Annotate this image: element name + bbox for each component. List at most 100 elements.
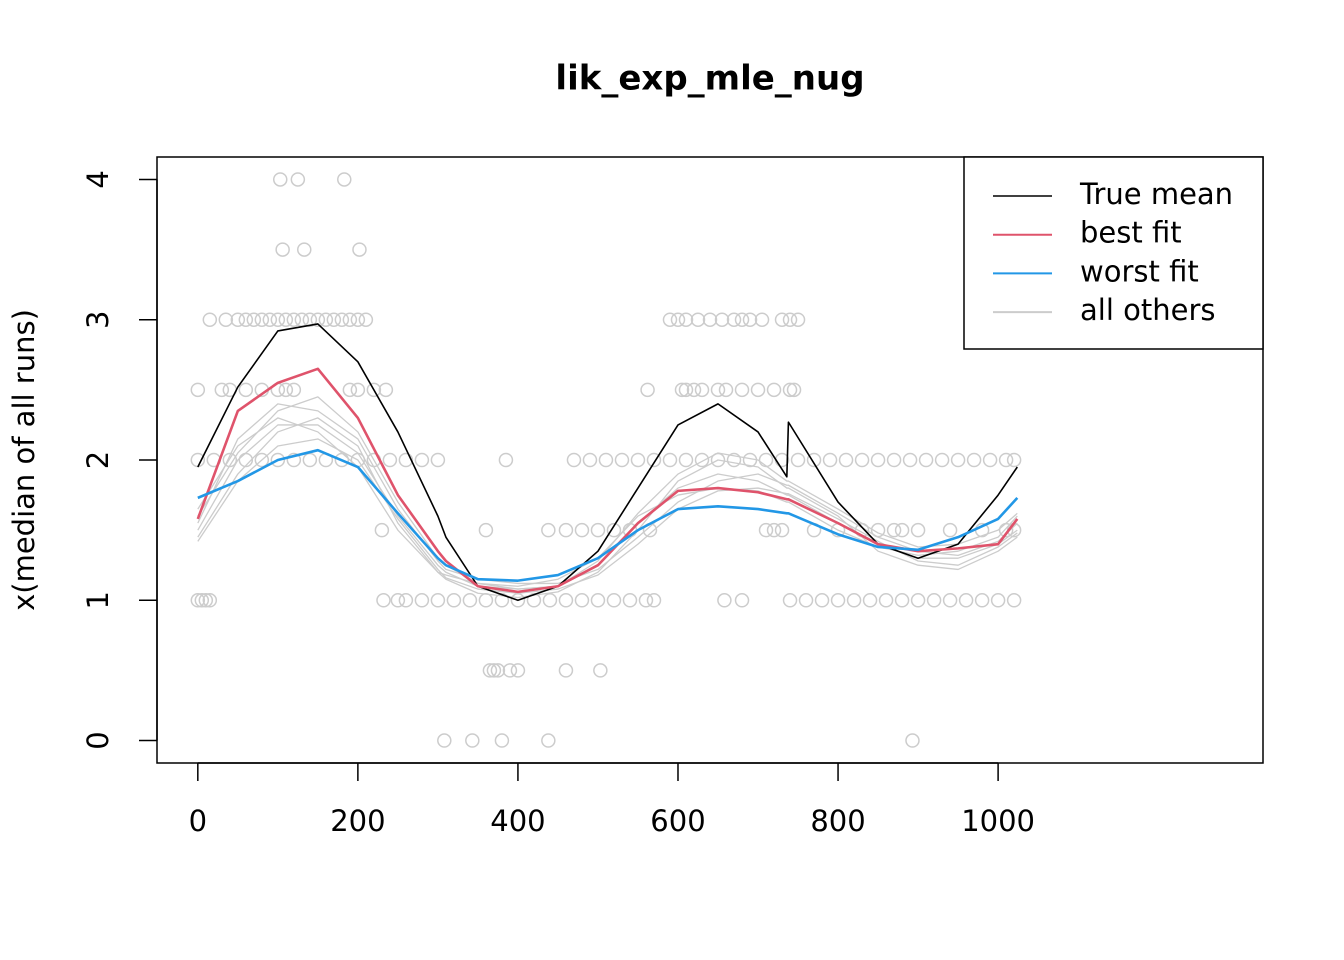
data-point <box>714 312 730 327</box>
data-point <box>674 382 690 398</box>
data-point <box>374 522 390 538</box>
data-point <box>782 312 798 327</box>
data-point <box>734 382 750 398</box>
data-point <box>272 172 288 187</box>
data-point <box>286 312 302 327</box>
data-point <box>254 452 270 468</box>
y-axis-label: x(median of all runs) <box>7 309 41 611</box>
data-point <box>414 452 430 468</box>
data-point <box>326 312 342 327</box>
data-point <box>878 593 894 608</box>
data-point <box>310 312 326 327</box>
data-point <box>414 593 430 608</box>
data-point <box>214 382 230 398</box>
data-point <box>990 593 1006 608</box>
data-point <box>190 593 206 608</box>
legend-box <box>963 156 1264 350</box>
data-point <box>690 312 706 327</box>
data-point <box>574 593 590 608</box>
data-point <box>286 452 302 468</box>
data-point <box>558 593 574 608</box>
data-point <box>286 382 302 398</box>
data-point <box>742 312 758 327</box>
data-point <box>382 452 398 468</box>
data-point <box>830 593 846 608</box>
data-point <box>958 593 974 608</box>
data-point <box>482 663 498 678</box>
data-point <box>734 312 750 327</box>
data-point <box>430 593 446 608</box>
x-tick-label: 600 <box>650 804 705 838</box>
data-point <box>726 452 742 468</box>
series-line <box>197 403 1018 585</box>
data-point <box>446 593 462 608</box>
data-point <box>766 382 782 398</box>
data-point <box>790 312 806 327</box>
data-point <box>662 312 678 327</box>
data-point <box>302 452 318 468</box>
data-point <box>502 663 518 678</box>
data-point <box>494 733 510 748</box>
data-point <box>462 593 478 608</box>
y-tick-label: 3 <box>81 310 115 328</box>
data-point <box>750 382 766 398</box>
data-point <box>694 382 710 398</box>
data-point <box>638 593 654 608</box>
data-point <box>942 593 958 608</box>
data-point <box>918 452 934 468</box>
data-point <box>350 312 366 327</box>
data-point <box>982 452 998 468</box>
data-point <box>593 663 608 678</box>
data-point <box>838 452 854 468</box>
legend-label: all others <box>1080 293 1215 327</box>
data-point <box>202 312 218 327</box>
data-point <box>754 312 770 327</box>
data-point <box>910 522 926 538</box>
data-point <box>806 452 822 468</box>
data-point <box>622 593 638 608</box>
data-point <box>558 522 574 538</box>
legend-label: True mean <box>1079 177 1233 211</box>
data-point <box>974 593 990 608</box>
data-point <box>190 382 206 398</box>
x-tick-label: 0 <box>189 804 207 838</box>
data-point <box>218 312 234 327</box>
series-line <box>197 417 1018 599</box>
data-point <box>598 452 614 468</box>
data-point <box>670 312 686 327</box>
data-point <box>854 452 870 468</box>
data-point <box>238 382 254 398</box>
data-point <box>694 452 710 468</box>
data-point <box>942 522 958 538</box>
data-point <box>646 452 662 468</box>
data-point <box>278 312 294 327</box>
x-tick-label: 400 <box>490 804 545 838</box>
data-point <box>194 593 210 608</box>
data-point <box>318 312 334 327</box>
data-point <box>398 452 414 468</box>
data-point <box>758 522 774 538</box>
data-point <box>798 593 814 608</box>
data-point <box>230 312 246 327</box>
y-tick-label: 2 <box>81 451 115 469</box>
data-point <box>574 522 590 538</box>
data-point <box>490 663 506 678</box>
data-point <box>894 522 910 538</box>
x-tick-label: 1000 <box>961 804 1035 838</box>
data-point <box>350 382 366 398</box>
data-point <box>246 312 262 327</box>
data-point <box>822 452 838 468</box>
data-point <box>734 593 750 608</box>
data-point <box>886 522 902 538</box>
data-point <box>590 522 606 538</box>
data-point <box>510 663 526 678</box>
data-point <box>437 733 452 748</box>
data-point <box>766 522 782 538</box>
data-point <box>862 593 878 608</box>
data-point <box>606 522 622 538</box>
data-point <box>558 663 574 678</box>
data-point <box>390 593 406 608</box>
data-point <box>238 312 254 327</box>
data-point <box>275 242 290 257</box>
